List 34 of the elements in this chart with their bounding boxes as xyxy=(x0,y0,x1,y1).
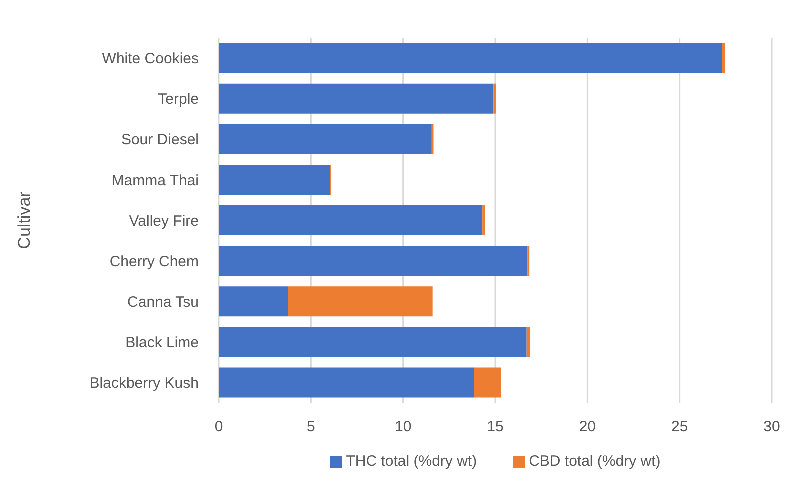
x-tick-label: 15 xyxy=(487,418,504,436)
legend-label: THC total (%dry wt) xyxy=(345,453,478,470)
x-tick-label: 5 xyxy=(306,418,316,436)
x-tick-label: 10 xyxy=(394,418,412,436)
y-tick-label: Terple xyxy=(158,91,199,108)
x-tick-label: 30 xyxy=(764,418,780,436)
y-tick-label: White Cookies xyxy=(102,50,199,68)
y-tick-label: Canna Tsu xyxy=(128,294,199,311)
x-tick-label: 20 xyxy=(579,418,596,436)
bar xyxy=(219,164,331,195)
bar xyxy=(219,327,527,358)
bar xyxy=(474,368,502,398)
bar xyxy=(219,286,288,317)
bar xyxy=(219,368,474,398)
y-tick-label: Cherry Chem xyxy=(110,253,199,270)
y-tick-label: Sour Diesel xyxy=(121,132,199,149)
y-tick-label: Blackberry Kush xyxy=(90,375,199,392)
y-axis-title: Cultivar xyxy=(15,191,34,250)
bar xyxy=(722,43,725,74)
bar xyxy=(219,84,494,114)
bar xyxy=(494,84,496,114)
bar xyxy=(219,124,432,154)
x-tick-label: 25 xyxy=(671,418,688,436)
y-tick-label: Mamma Thai xyxy=(112,172,199,190)
x-tick-label: 0 xyxy=(214,418,224,436)
y-tick-label: Valley Fire xyxy=(129,212,199,230)
bar xyxy=(526,327,531,358)
bar xyxy=(482,205,486,236)
legend-label: CBD total (%dry wt) xyxy=(528,453,661,470)
bar xyxy=(219,246,528,276)
y-tick-label: Black Lime xyxy=(126,334,199,352)
bar xyxy=(288,286,433,317)
bar xyxy=(219,205,483,236)
bar xyxy=(219,43,722,74)
